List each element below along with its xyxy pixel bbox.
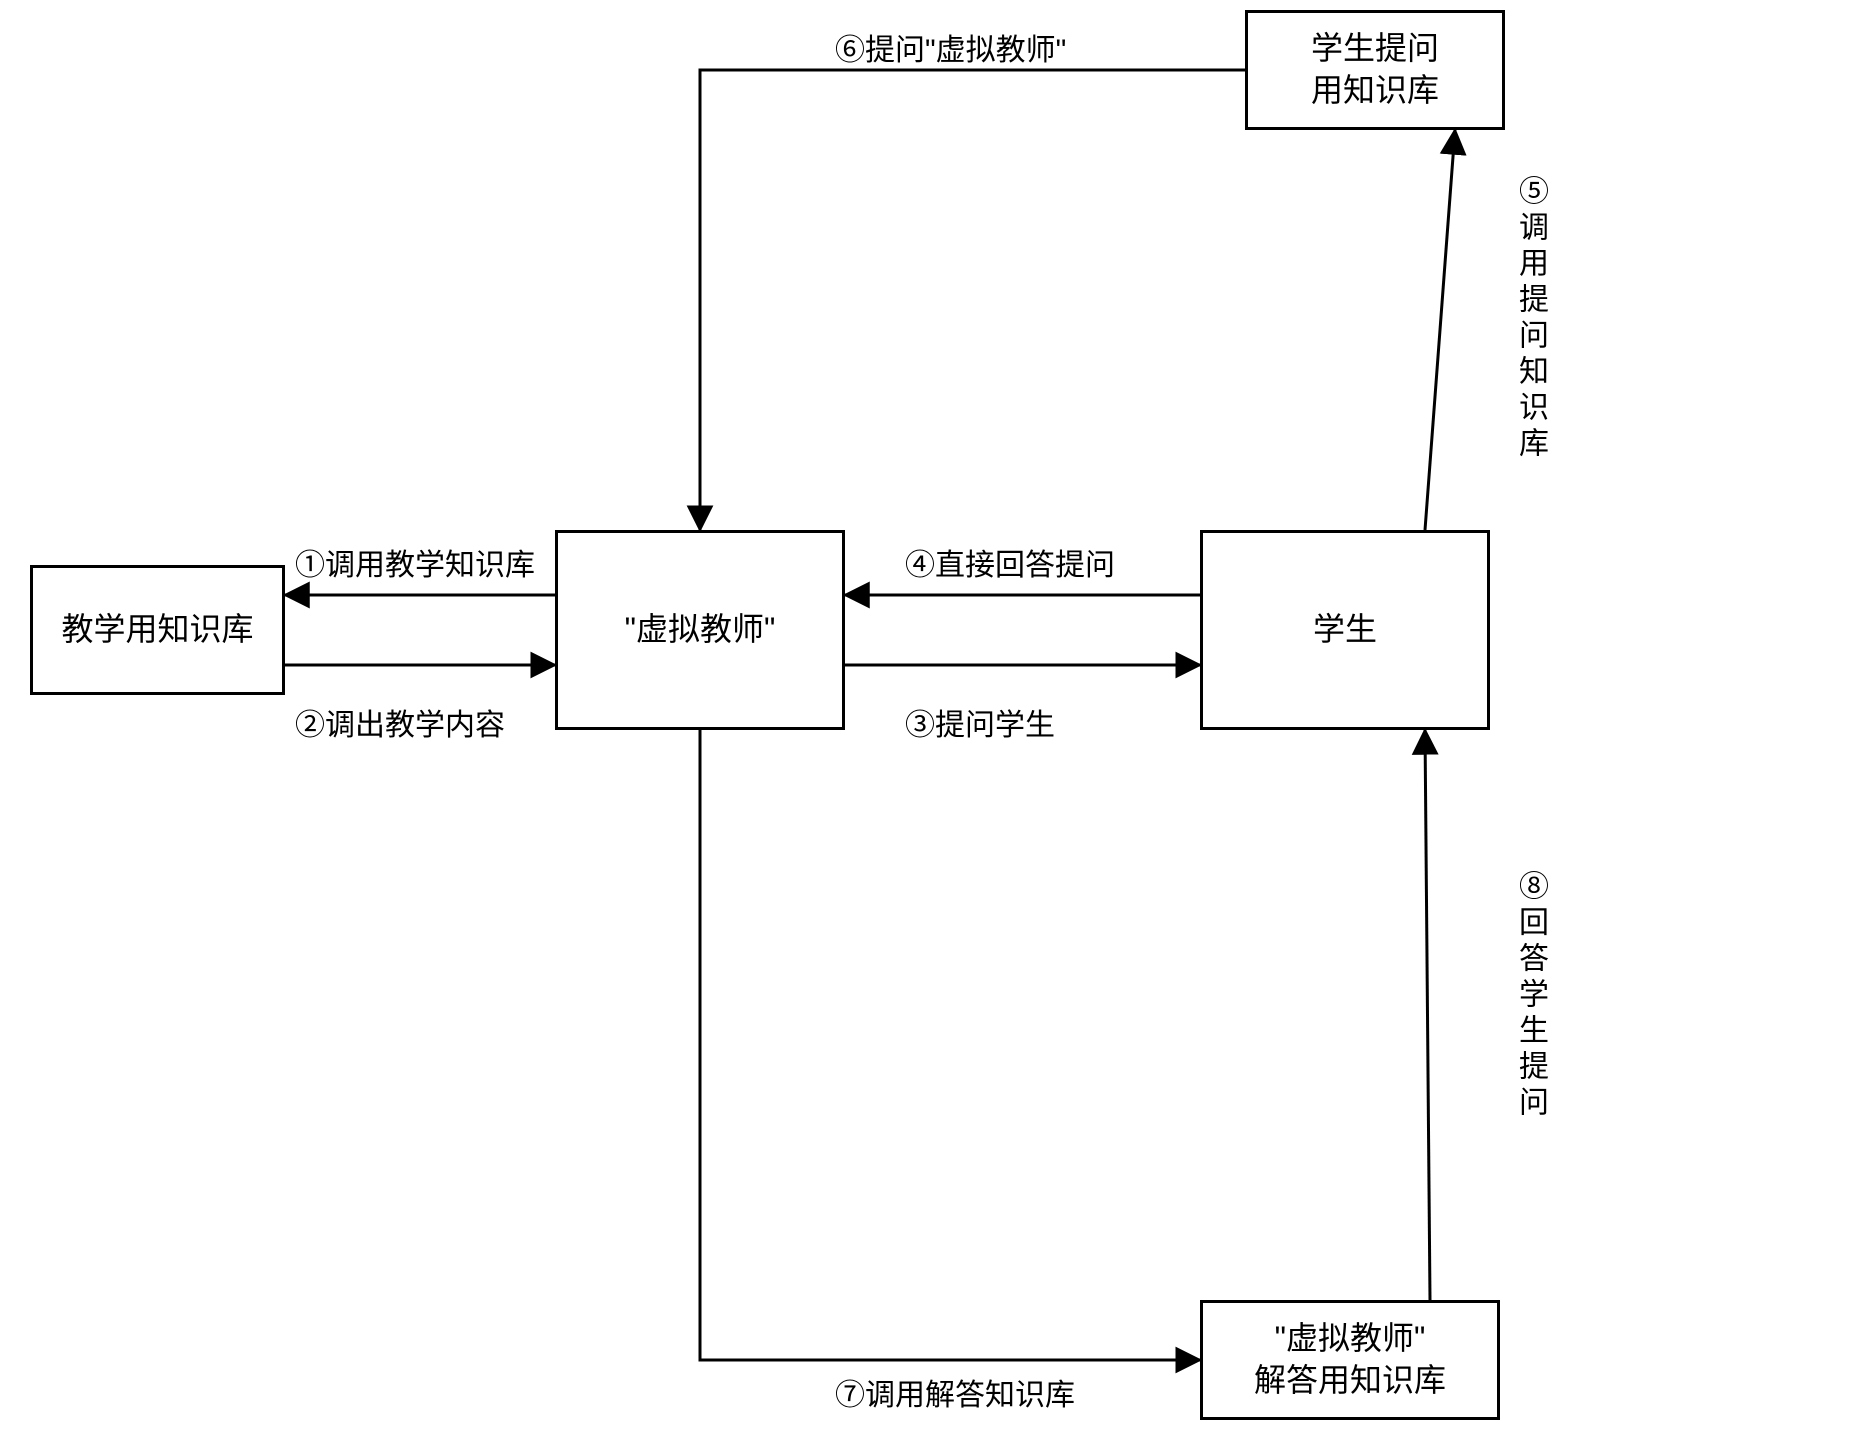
edge-label-3: ③提问学生 — [905, 700, 1055, 744]
node-virtual-teacher: "虚拟教师" — [555, 530, 845, 730]
edge-label-6: ⑥提问"虚拟教师" — [835, 25, 1066, 69]
node-label: 教学用知识库 — [61, 609, 253, 651]
node-label: "虚拟教师" — [625, 609, 776, 651]
edge-label-7: ⑦调用解答知识库 — [835, 1370, 1075, 1414]
node-label: 学生 — [1313, 609, 1377, 651]
node-kb-student-ask: 学生提问用知识库 — [1245, 10, 1505, 130]
node-label: 学生提问用知识库 — [1311, 28, 1439, 111]
node-kb-answer: "虚拟教师"解答用知识库 — [1200, 1300, 1500, 1420]
node-student: 学生 — [1200, 530, 1490, 730]
edge-label-8: ⑧回答学生提问 — [1508, 870, 1552, 1122]
edge-label-2: ②调出教学内容 — [295, 700, 505, 744]
node-label: "虚拟教师"解答用知识库 — [1254, 1318, 1446, 1401]
node-kb-teaching: 教学用知识库 — [30, 565, 285, 695]
edge-label-5: ⑤调用提问知识库 — [1508, 175, 1552, 463]
edge-label-1: ①调用教学知识库 — [295, 540, 535, 584]
edge-label-4: ④直接回答提问 — [905, 540, 1115, 584]
